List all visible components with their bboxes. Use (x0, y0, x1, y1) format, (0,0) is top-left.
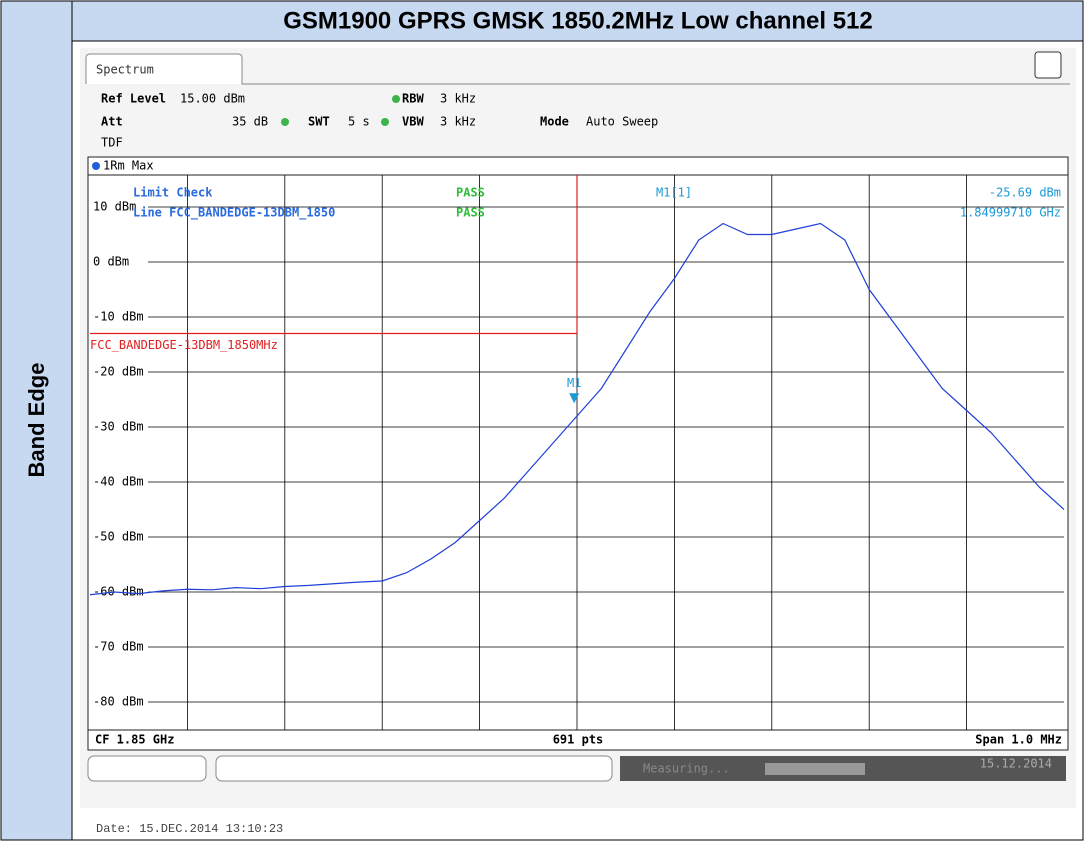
row-label: Band Edge (24, 363, 49, 478)
plot-frame (87, 156, 1069, 751)
y-tick-label: -30 dBm (93, 420, 144, 434)
limit-line-label: FCC_BANDEDGE-13DBM_1850MHz (90, 338, 278, 352)
trace (89, 222, 1065, 596)
status-dot (392, 95, 400, 103)
label: 3 kHz (440, 92, 476, 106)
label: SWT (308, 115, 330, 129)
y-tick-label: -20 dBm (93, 365, 144, 379)
limit-line (90, 175, 578, 335)
label: 3 kHz (440, 115, 476, 129)
label: VBW (402, 115, 424, 129)
label: Limit Check (133, 186, 213, 200)
softkey[interactable] (87, 755, 207, 782)
marker-readout: M1[1] (656, 186, 692, 200)
marker-label: M1 (567, 376, 581, 390)
y-tick-label: -60 dBm (93, 585, 144, 599)
label: 5 s (348, 115, 370, 129)
marker-y-readout: -25.69 dBm (989, 186, 1061, 200)
y-tick-label: -50 dBm (93, 530, 144, 544)
label: TDF (101, 136, 123, 150)
label: Span 1.0 MHz (975, 733, 1062, 747)
label: 691 pts (553, 733, 604, 747)
label: PASS (456, 186, 485, 200)
marker (569, 393, 580, 404)
label: PASS (456, 206, 485, 220)
label: Auto Sweep (586, 115, 658, 129)
y-tick-label: -70 dBm (93, 640, 144, 654)
label: 15.00 dBm (180, 92, 245, 106)
y-tick-label: -10 dBm (93, 310, 144, 324)
label: 15.12.2014 (980, 757, 1052, 771)
label: RBW (402, 92, 424, 106)
trace-label: 1Rm Max (103, 159, 154, 173)
label: Line FCC_BANDEDGE-13DBM_1850 (133, 206, 335, 221)
input-bar[interactable] (215, 755, 613, 782)
label: CF 1.85 GHz (95, 733, 174, 747)
trace-dot (92, 162, 100, 170)
label: Measuring... (643, 762, 730, 776)
label: Att (101, 115, 123, 129)
label: Ref Level (101, 92, 166, 106)
progress (765, 763, 865, 775)
status-dot (381, 118, 389, 126)
status-dot (281, 118, 289, 126)
tab-label: Spectrum (96, 63, 154, 77)
label: 35 dB (232, 115, 268, 129)
menu-button[interactable] (1034, 51, 1062, 79)
tab (85, 53, 1070, 85)
y-tick-label: 0 dBm (93, 255, 129, 269)
y-tick-label: 10 dBm (93, 200, 136, 214)
row-label-cell (0, 0, 73, 841)
marker-x-readout: 1.84999710 GHz (960, 206, 1061, 220)
label: Mode (540, 115, 569, 129)
title: GSM1900 GPRS GMSK 1850.2MHz Low channel … (283, 7, 873, 34)
date: Date: 15.DEC.2014 13:10:23 (96, 822, 283, 836)
y-tick-label: -40 dBm (93, 475, 144, 489)
header-cell (71, 0, 1084, 42)
y-tick-label: -80 dBm (93, 695, 144, 709)
